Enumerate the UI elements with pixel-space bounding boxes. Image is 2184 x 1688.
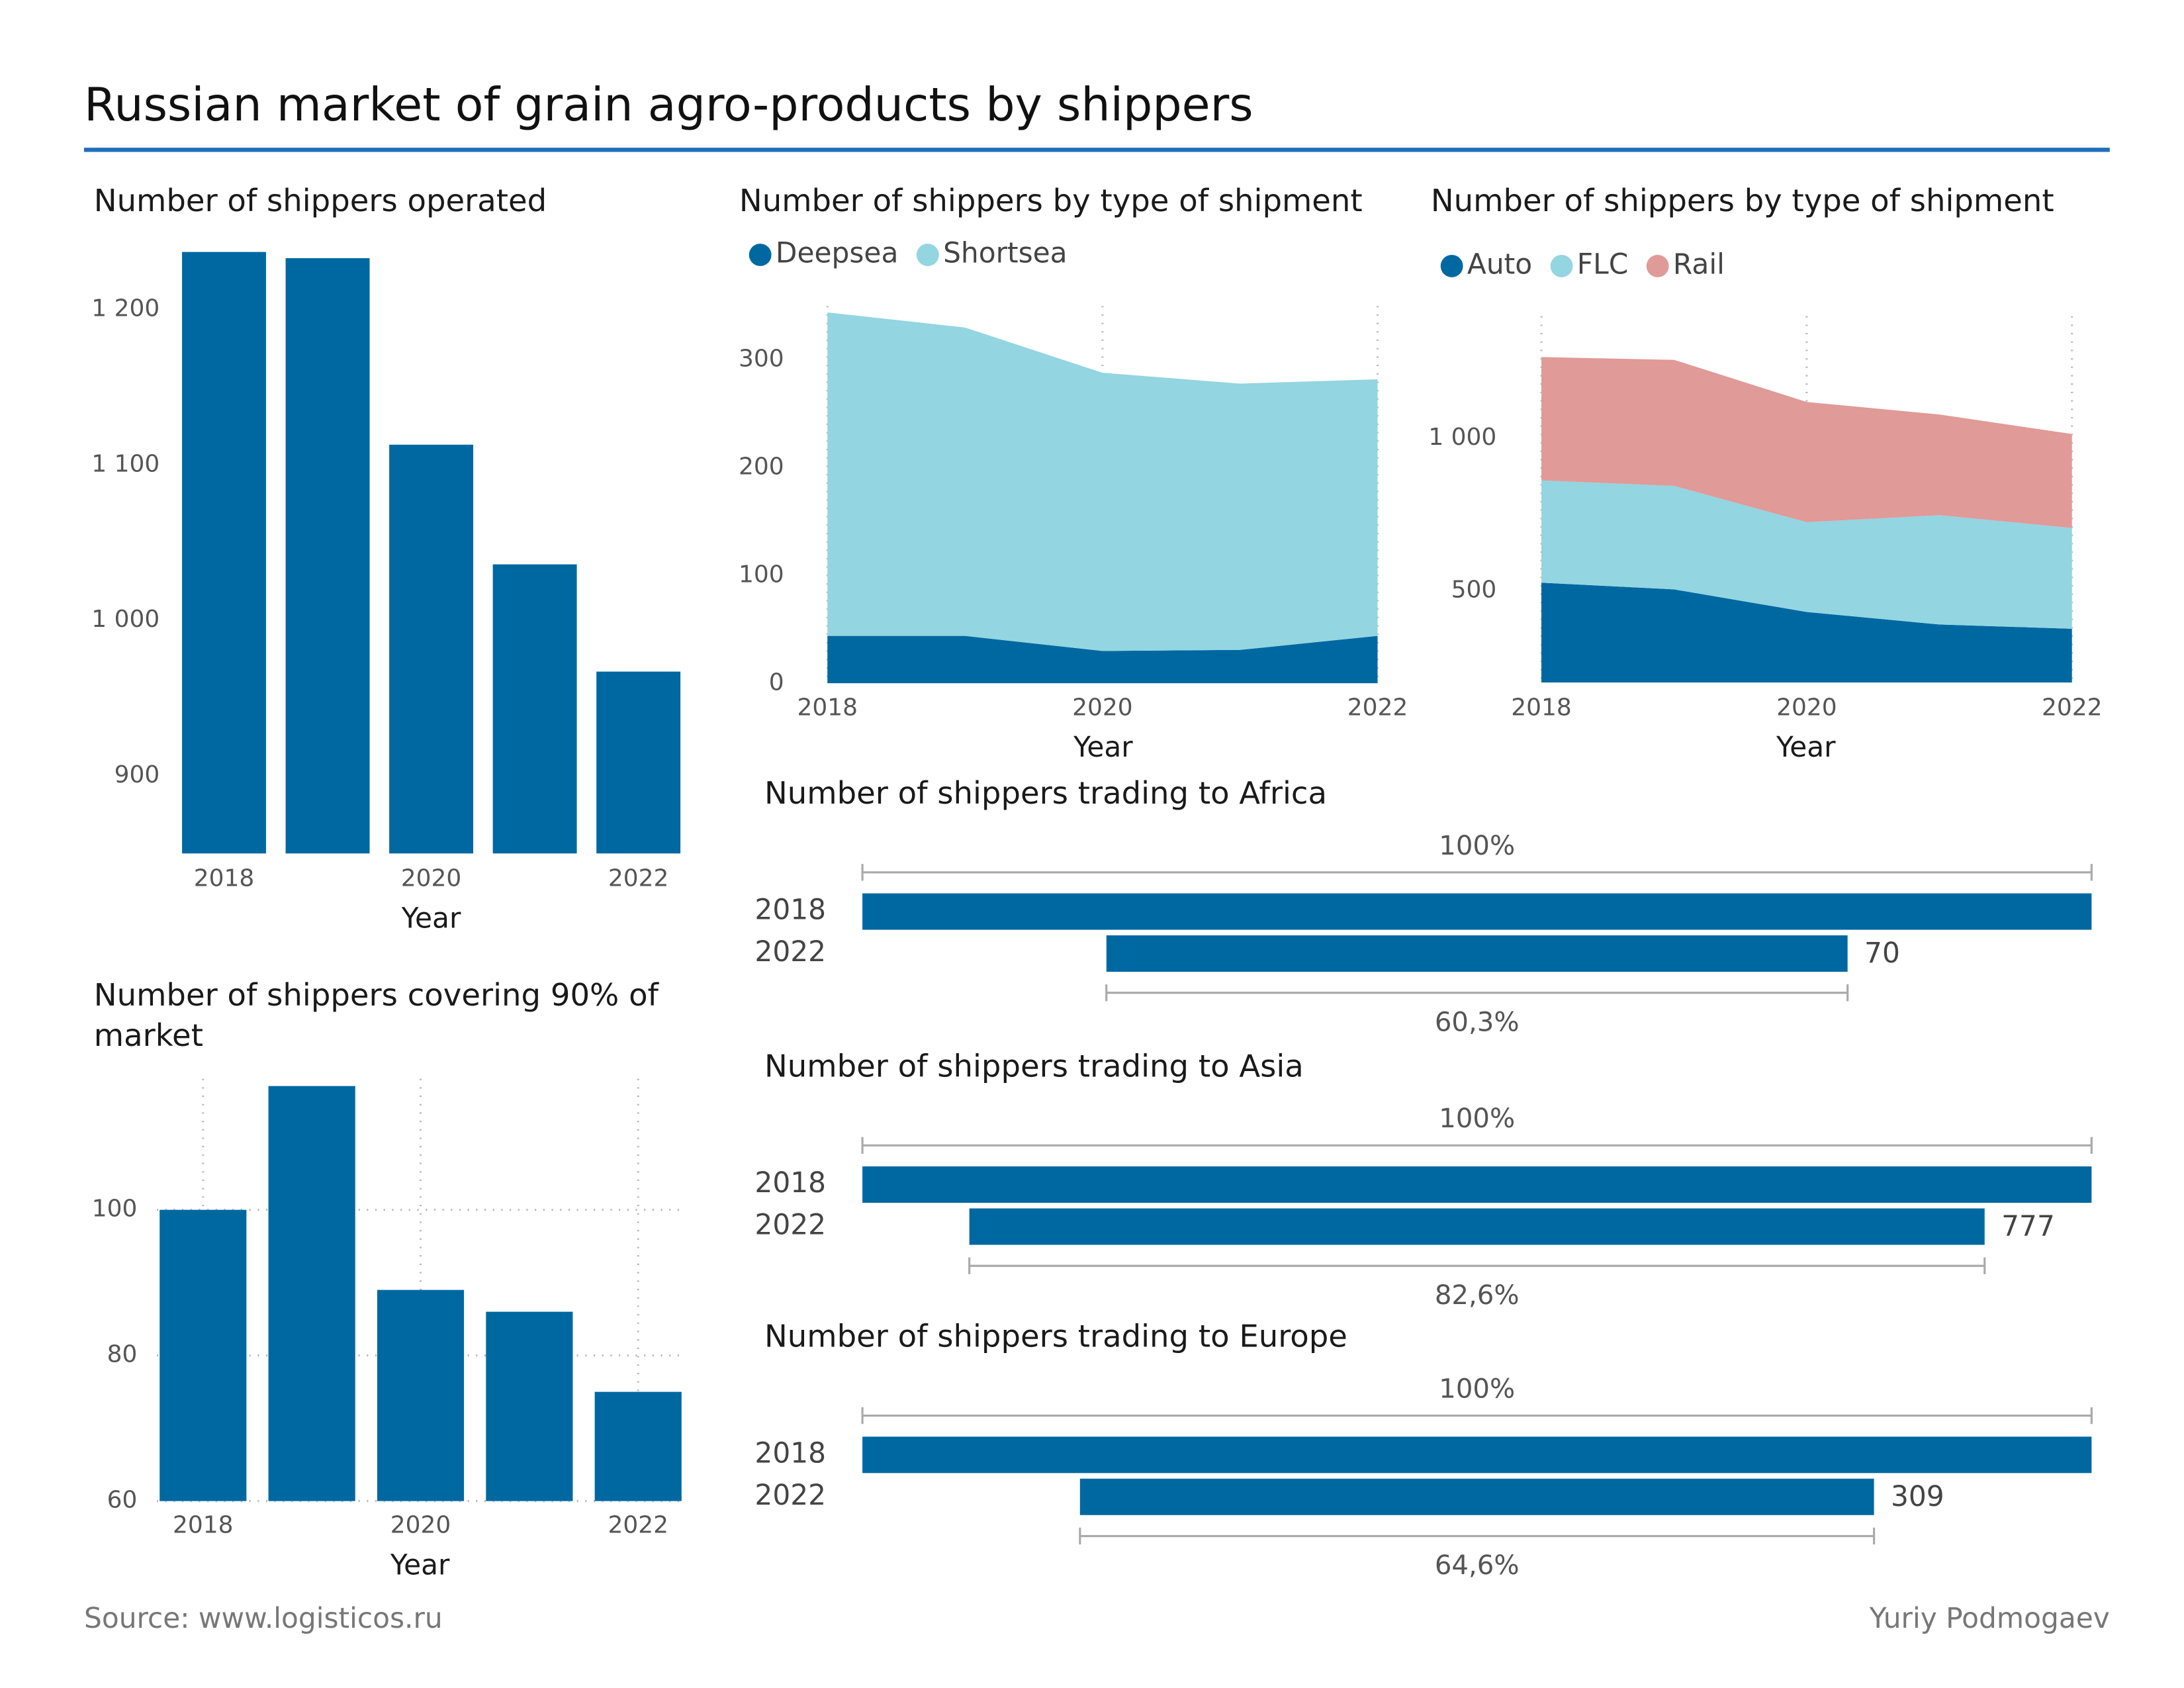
y-tick-label: 500 bbox=[1451, 577, 1497, 604]
bracket bbox=[1079, 1527, 1876, 1545]
bar bbox=[377, 1289, 465, 1501]
bar bbox=[159, 1209, 247, 1501]
legend-label: Shortsea bbox=[943, 236, 1068, 269]
legend-marker bbox=[749, 244, 772, 266]
chart-title: Number of shippers trading to Europe bbox=[764, 1319, 1347, 1354]
value-label: 100% bbox=[1439, 831, 1515, 861]
plot-area bbox=[827, 312, 1378, 684]
y-tick-label: 80 bbox=[107, 1341, 138, 1368]
area bbox=[827, 635, 1378, 684]
value-label: 64,6% bbox=[1435, 1550, 1520, 1581]
legend-label: Deepsea bbox=[776, 236, 898, 269]
x-tick-label: 2018 bbox=[194, 865, 255, 892]
x-tick-label: 2018 bbox=[173, 1512, 234, 1539]
legend-marker bbox=[1440, 254, 1463, 277]
bracket bbox=[861, 1137, 2093, 1154]
x-axis-label: Year bbox=[1776, 731, 1836, 763]
y-tick-label: 100 bbox=[739, 561, 784, 588]
area bbox=[827, 312, 1378, 651]
page-title: Russian market of grain agro-products by… bbox=[84, 78, 1253, 132]
x-axis-label: Year bbox=[1073, 731, 1133, 763]
x-tick-label: 2022 bbox=[1347, 694, 1408, 721]
area bbox=[1541, 583, 2072, 682]
bracket bbox=[861, 1407, 2093, 1425]
category-label: 2018 bbox=[754, 894, 826, 926]
value-label: 82,6% bbox=[1435, 1280, 1520, 1311]
bar bbox=[285, 258, 370, 854]
y-tick-label: 1 100 bbox=[91, 450, 159, 477]
plot-area bbox=[1541, 357, 2072, 682]
x-tick-label: 2020 bbox=[1776, 694, 1837, 721]
bar bbox=[492, 564, 577, 854]
category-label: 2022 bbox=[754, 1209, 826, 1241]
chart-title: Number of shippers covering 90% of marke… bbox=[93, 978, 659, 1055]
chart-title: Number of shippers operated bbox=[94, 183, 547, 218]
category-label: 2018 bbox=[754, 1166, 826, 1199]
y-tick-label: 200 bbox=[739, 453, 784, 481]
chart-title: Number of shippers by type of shipment bbox=[1431, 183, 2054, 218]
bar bbox=[486, 1311, 573, 1501]
chart-title-box: Number of shippers covering 90% of marke… bbox=[93, 978, 659, 1055]
y-tick-label: 0 bbox=[769, 669, 784, 696]
x-tick-label: 2022 bbox=[608, 865, 669, 892]
x-axis-label: Year bbox=[401, 902, 461, 934]
legend-marker bbox=[916, 244, 939, 266]
bar bbox=[1106, 935, 1848, 972]
x-tick-label: 2018 bbox=[797, 694, 857, 721]
bar bbox=[862, 1436, 2092, 1474]
chart-title: Number of shippers by type of shipment bbox=[739, 183, 1363, 218]
count-label: 777 bbox=[2001, 1210, 2055, 1243]
y-tick-label: 1 000 bbox=[91, 606, 159, 633]
area bbox=[1541, 480, 2072, 629]
area bbox=[1541, 357, 2072, 528]
x-tick-label: 2018 bbox=[1511, 694, 1572, 721]
x-tick-label: 2020 bbox=[401, 865, 462, 892]
bar bbox=[182, 252, 266, 854]
bar bbox=[862, 1166, 2092, 1203]
bar bbox=[389, 444, 474, 854]
category-label: 2022 bbox=[754, 935, 826, 968]
legend-label: Auto bbox=[1467, 248, 1532, 280]
x-tick-label: 2022 bbox=[2042, 694, 2103, 721]
bracket bbox=[968, 1257, 1986, 1274]
x-axis-label: Year bbox=[390, 1549, 450, 1581]
y-tick-label: 300 bbox=[739, 346, 784, 373]
count-label: 70 bbox=[1864, 937, 1900, 969]
category-label: 2022 bbox=[754, 1479, 826, 1511]
bar bbox=[596, 671, 681, 854]
y-tick-label: 1 000 bbox=[1428, 424, 1496, 451]
x-tick-label: 2020 bbox=[1072, 694, 1133, 721]
value-label: 60,3% bbox=[1435, 1007, 1520, 1037]
legend-marker bbox=[1550, 254, 1573, 277]
legend-label: FLC bbox=[1577, 248, 1628, 280]
bar bbox=[268, 1086, 355, 1501]
legend-marker bbox=[1646, 254, 1669, 277]
count-label: 309 bbox=[1891, 1480, 1944, 1513]
legend-label: Rail bbox=[1673, 248, 1725, 280]
y-tick-label: 900 bbox=[114, 761, 160, 788]
x-tick-label: 2020 bbox=[390, 1512, 451, 1539]
y-tick-label: 1 200 bbox=[91, 295, 159, 322]
value-label: 100% bbox=[1439, 1374, 1515, 1404]
bracket bbox=[861, 864, 2093, 881]
bracket bbox=[1105, 984, 1849, 1002]
y-tick-label: 100 bbox=[92, 1196, 138, 1223]
chart-title: Number of shippers trading to Asia bbox=[764, 1048, 1304, 1084]
chart-title: Number of shippers trading to Africa bbox=[764, 775, 1327, 811]
source: Source: www.logisticos.ru bbox=[84, 1602, 443, 1634]
bar bbox=[862, 893, 2092, 930]
bar bbox=[594, 1391, 682, 1501]
category-label: 2018 bbox=[754, 1436, 826, 1469]
value-label: 100% bbox=[1439, 1103, 1515, 1134]
author: Yuriy Podmogaev bbox=[1869, 1602, 2110, 1634]
bar bbox=[969, 1208, 1985, 1245]
bar bbox=[1079, 1478, 1874, 1515]
y-tick-label: 60 bbox=[107, 1487, 138, 1514]
x-tick-label: 2022 bbox=[608, 1512, 668, 1539]
